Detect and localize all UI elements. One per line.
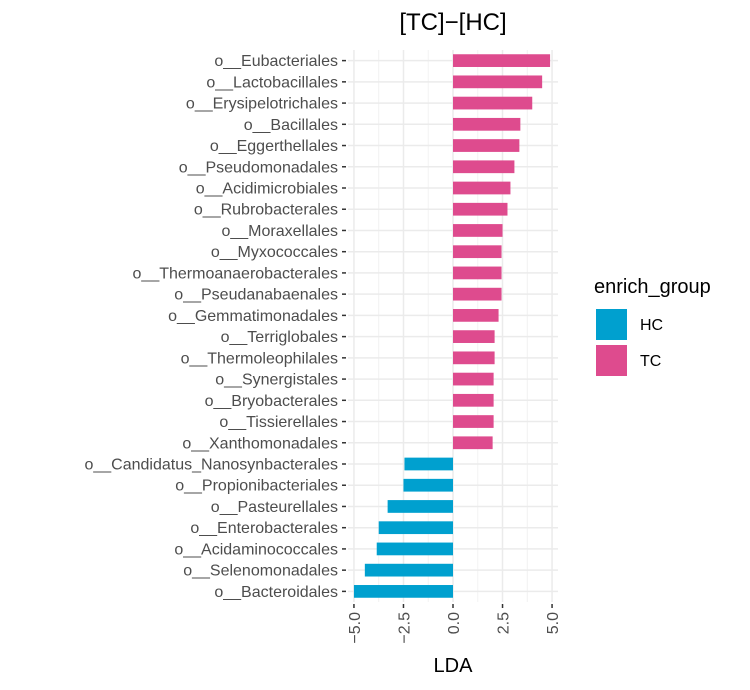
y-tick-label: o__Gemmatimonadales [168, 308, 338, 325]
bar-o__Bacillales [453, 117, 521, 131]
x-tick-labels: −5.0 −2.5 0.0 2.5 5.0 [347, 604, 562, 644]
y-tick-label: o__Acidimicrobiales [196, 181, 338, 198]
y-tick-label: o__Myxococcales [211, 244, 338, 261]
bar-o__Pseudanabaenales [453, 287, 502, 301]
bar-o__Acidimicrobiales [453, 181, 511, 195]
legend-key-TC [596, 345, 627, 376]
y-tick-label: o__Enterobacterales [190, 520, 338, 537]
y-tick-label: o__Lactobacillales [206, 74, 338, 91]
bar-o__Pasteurellales [387, 500, 453, 513]
y-tick-label: o__Bacillales [244, 117, 338, 134]
bar-o__Eubacteriales [453, 54, 551, 67]
x-tick-label: 0.0 [446, 612, 463, 634]
bars [353, 54, 551, 598]
bar-o__Propionibacteriales [403, 478, 453, 492]
x-axis-title: LDA [434, 655, 474, 677]
bar-o__Acidaminococcales [376, 542, 453, 556]
y-tick-label: o__Acidaminococcales [174, 541, 338, 558]
x-tick-label: 2.5 [496, 612, 513, 634]
bar-o__Thermoleophilales [453, 351, 495, 365]
chart-title: [TC]−[HC] [399, 9, 506, 36]
bar-o__Eggerthellales [453, 139, 520, 152]
bar-o__Xanthomonadales [453, 436, 493, 450]
bar-o__Enterobacterales [378, 521, 453, 535]
bar-o__Rubrobacterales [453, 202, 508, 216]
y-tick-label: o__Synergistales [215, 372, 338, 389]
y-tick-label: o__Xanthomonadales [182, 435, 338, 452]
y-tick-label: o__Terriglobales [221, 329, 338, 346]
y-tick-label: o__Candidatus_Nanosynbacterales [84, 457, 338, 474]
x-tick-label: −2.5 [396, 612, 413, 644]
legend-label-TC: TC [640, 353, 661, 370]
legend-title: enrich_group [594, 276, 711, 298]
y-tick-label: o__Moraxellales [221, 223, 338, 240]
y-tick-label: o__Pseudanabaenales [174, 287, 338, 304]
y-tick-label: o__Tissierellales [219, 414, 338, 431]
y-tick-label: o__Eubacteriales [214, 53, 338, 70]
bar-o__Synergistales [453, 372, 494, 386]
bar-o__Thermoanaerobacterales [453, 266, 502, 280]
y-tick-label: o__Bryobacterales [205, 393, 338, 410]
y-tick-label: o__Pseudomonadales [179, 159, 338, 176]
y-tick-label: o__Thermoleophilales [181, 350, 338, 367]
bar-o__Bryobacterales [453, 393, 494, 407]
x-tick-label: −5.0 [347, 612, 364, 644]
y-tick-label: o__Rubrobacterales [194, 202, 338, 219]
y-tick-label: o__Erysipelotrichales [186, 96, 338, 113]
bar-o__Terriglobales [453, 330, 495, 343]
y-tick-labels: o__Eubacteriales o__Lactobacillales o__Ery… [84, 53, 346, 601]
bar-o__Gemmatimonadales [453, 309, 499, 322]
y-tick-label: o__Eggerthellales [210, 138, 338, 155]
bar-o__Moraxellales [453, 224, 503, 237]
y-tick-label: o__Pasteurellales [211, 499, 338, 516]
y-tick-label: o__Propionibacteriales [175, 478, 338, 495]
bar-o__Selenomonadales [364, 563, 453, 577]
y-tick-label: o__Bacteroidales [214, 584, 338, 601]
bar-o__Erysipelotrichales [453, 96, 533, 110]
bar-o__Lactobacillales [453, 75, 543, 89]
y-tick-label: o__Selenomonadales [183, 563, 338, 580]
bar-o__Tissierellales [453, 415, 494, 428]
legend-key-HC [596, 309, 627, 340]
bar-o__Bacteroidales [353, 585, 453, 598]
bar-o__Candidatus_Nanosynbacterales [404, 457, 453, 471]
legend-label-HC: HC [640, 317, 663, 334]
bar-o__Pseudomonadales [453, 160, 515, 174]
x-tick-label: 5.0 [545, 612, 562, 634]
y-tick-label: o__Thermoanaerobacterales [133, 265, 338, 282]
legend: enrich_group HC TC [594, 276, 711, 376]
bar-o__Myxococcales [453, 245, 502, 259]
